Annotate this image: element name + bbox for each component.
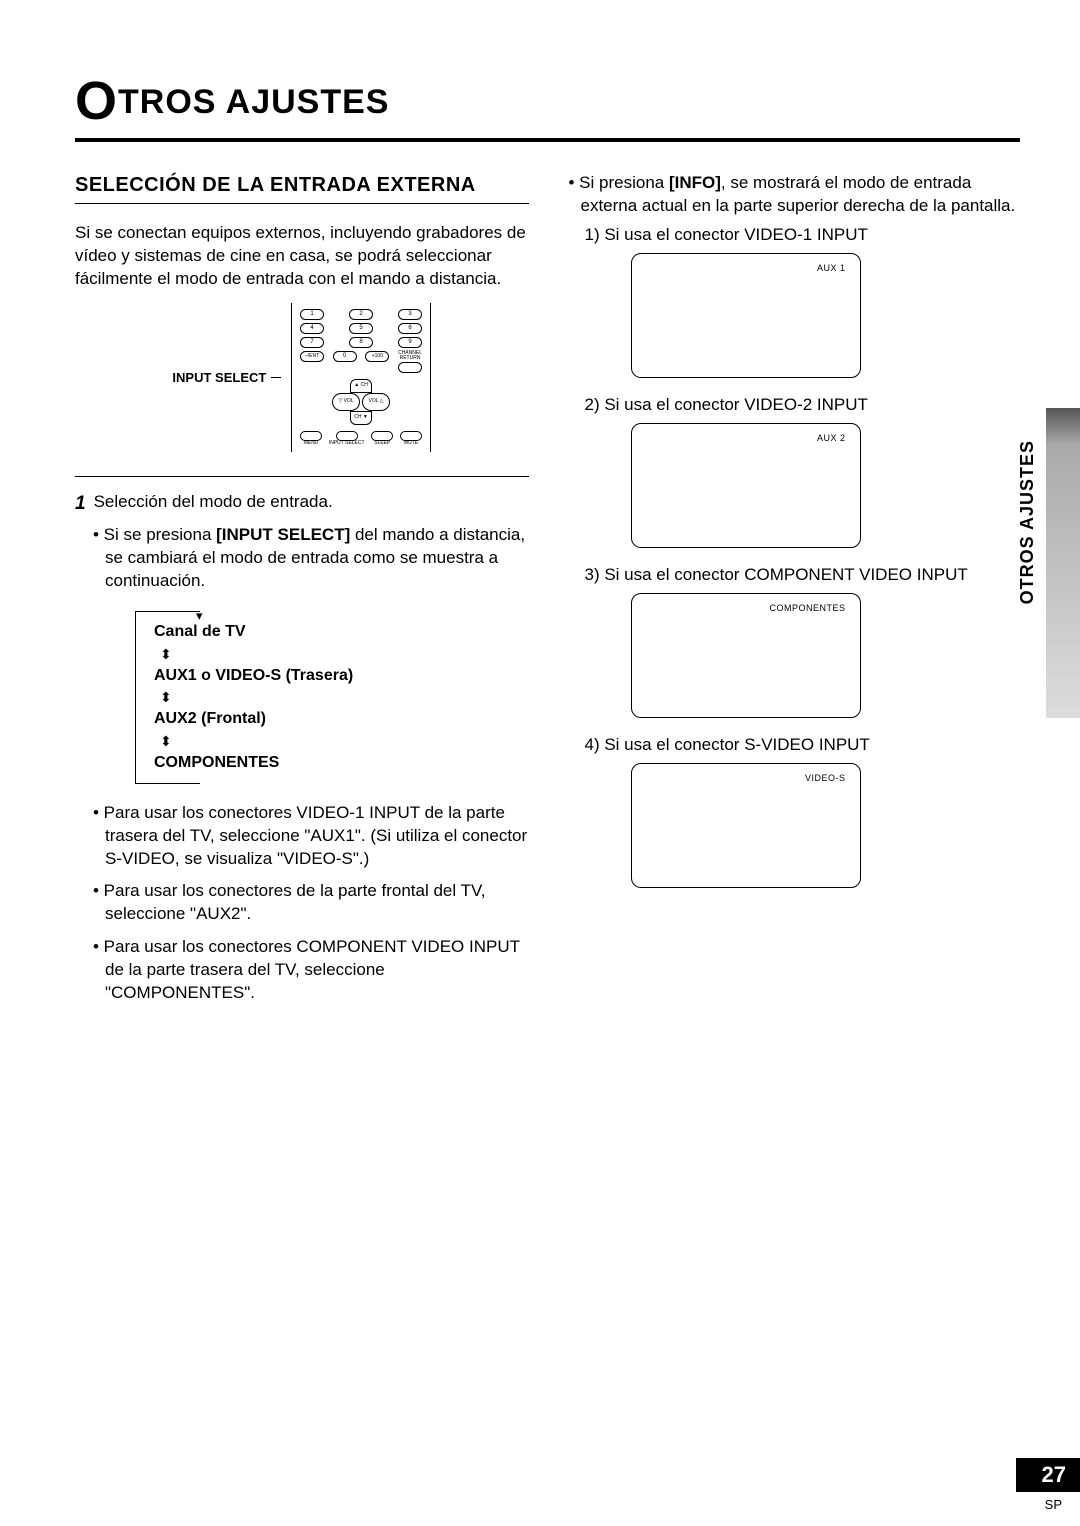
left-bullets: • Para usar los conectores VIDEO-1 INPUT… — [75, 802, 529, 1006]
mode-flow-diagram: ▾ Canal de TV ⬍ AUX1 o VIDEO-S (Trasera)… — [135, 611, 395, 783]
remote-key-ent: –/ENT — [300, 351, 324, 362]
chapter-initial: O — [75, 71, 118, 131]
left-bullet-1: • Para usar los conectores VIDEO-1 INPUT… — [93, 802, 529, 871]
remote-row-1: 1 2 3 — [300, 309, 422, 320]
case-4-label: 4) Si usa el conector S-VIDEO INPUT — [567, 734, 1021, 757]
remote-sleep-label: SLEEP — [371, 441, 393, 446]
two-column-layout: SELECCIÓN DE LA ENTRADA EXTERNA Si se co… — [75, 172, 1020, 1015]
remote-sleep: SLEEP — [371, 431, 393, 446]
remote-label-wrap: INPUT SELECT — [172, 366, 281, 389]
screen-aux1-label: AUX 1 — [817, 262, 846, 274]
remote-body: 1 2 3 4 5 6 7 8 9 –/ENT — [291, 303, 431, 452]
remote-key-7: 7 — [300, 337, 324, 348]
right-column: • Si presiona [INFO], se mostrará el mod… — [567, 172, 1021, 1015]
remote-input-select: INPUT SELECT — [329, 431, 365, 446]
flow-item-2: AUX1 o VIDEO-S (Trasera) — [136, 665, 395, 687]
info-bold: [INFO] — [669, 173, 721, 192]
input-select-pointer — [271, 377, 281, 378]
screen-svideo: VIDEO-S — [631, 763, 861, 888]
language-code: SP — [1045, 1497, 1062, 1512]
channel-return-btn — [398, 362, 422, 373]
info-bullet: • Si presiona [INFO], se mostrará el mod… — [567, 172, 1021, 218]
page-number: 27 — [1016, 1458, 1080, 1492]
case-1-label: 1) Si usa el conector VIDEO-1 INPUT — [567, 224, 1021, 247]
screen-component: COMPONENTES — [631, 593, 861, 718]
remote-key-plus100: +100 — [365, 351, 389, 362]
channel-return-label: CHANNEL RETURN — [398, 351, 422, 361]
remote-row-2: 4 5 6 — [300, 323, 422, 334]
flow-item-4: COMPONENTES — [136, 752, 395, 774]
section-heading: SELECCIÓN DE LA ENTRADA EXTERNA — [75, 172, 529, 204]
flow-top-arrow: ▾ — [196, 607, 203, 625]
step-1-bullet-text: • Si se presiona [INPUT SELECT] del mand… — [93, 524, 529, 593]
remote-navpad: ▲ CH ▽ VOL VOL △ CH ▼ — [300, 379, 422, 425]
flow-item-1: Canal de TV — [136, 621, 395, 643]
case-2-label: 2) Si usa el conector VIDEO-2 INPUT — [567, 394, 1021, 417]
navpad-right: VOL △ — [362, 393, 390, 411]
remote-channel-return: CHANNEL RETURN — [398, 351, 422, 373]
remote-bottom-row: MENU INPUT SELECT SLEEP MUTE — [300, 431, 422, 446]
remote-menu-label: MENU — [300, 441, 322, 446]
remote-key-5: 5 — [349, 323, 373, 334]
navpad-down: CH ▼ — [350, 411, 372, 425]
remote-input-select-label: INPUT SELECT — [329, 441, 365, 446]
chapter-rest: TROS AJUSTES — [118, 83, 389, 121]
input-select-label: INPUT SELECT — [172, 370, 266, 385]
navpad-left: ▽ VOL — [332, 393, 360, 411]
thin-rule — [75, 476, 529, 477]
screen-aux2-label: AUX 2 — [817, 432, 846, 444]
remote-key-6: 6 — [398, 323, 422, 334]
remote-menu: MENU — [300, 431, 322, 446]
step-1: 1 Selección del modo de entrada. — [75, 491, 529, 517]
remote-key-2: 2 — [349, 309, 373, 320]
chapter-title: OTROS AJUSTES — [75, 70, 1020, 132]
remote-key-8: 8 — [349, 337, 373, 348]
navpad-up: ▲ CH — [350, 379, 372, 393]
remote-row-3: 7 8 9 — [300, 337, 422, 348]
remote-key-4: 4 — [300, 323, 324, 334]
step-1-text: Selección del modo de entrada. — [94, 491, 333, 517]
step-1-bullet: • Si se presiona [INPUT SELECT] del mand… — [75, 524, 529, 593]
flow-arrow-2: ⬍ — [136, 690, 395, 704]
input-select-bold: [INPUT SELECT] — [216, 525, 350, 544]
remote-mute-label: MUTE — [400, 441, 422, 446]
remote-mute: MUTE — [400, 431, 422, 446]
flow-arrow-3: ⬍ — [136, 734, 395, 748]
step-1-number: 1 — [75, 491, 86, 517]
title-rule — [75, 138, 1020, 142]
remote-key-0: 0 — [333, 351, 357, 362]
left-column: SELECCIÓN DE LA ENTRADA EXTERNA Si se co… — [75, 172, 529, 1015]
navpad-mid: ▽ VOL VOL △ — [332, 393, 390, 411]
flow-arrow-1: ⬍ — [136, 647, 395, 661]
case-3-label: 3) Si usa el conector COMPONENT VIDEO IN… — [567, 564, 1021, 587]
intro-paragraph: Si se conectan equipos externos, incluye… — [75, 222, 529, 291]
left-bullet-2: • Para usar los conectores de la parte f… — [93, 880, 529, 926]
remote-diagram: INPUT SELECT 1 2 3 4 5 6 7 — [75, 303, 529, 452]
remote-key-9: 9 — [398, 337, 422, 348]
left-bullet-3: • Para usar los conectores COMPONENT VID… — [93, 936, 529, 1005]
flow-item-3: AUX2 (Frontal) — [136, 708, 395, 730]
screen-aux2: AUX 2 — [631, 423, 861, 548]
screen-svideo-label: VIDEO-S — [805, 772, 846, 784]
page-container: OTROS AJUSTES SELECCIÓN DE LA ENTRADA EX… — [0, 0, 1080, 1526]
remote-row-4: –/ENT 0 +100 CHANNEL RETURN — [300, 351, 422, 373]
remote-key-1: 1 — [300, 309, 324, 320]
remote-key-3: 3 — [398, 309, 422, 320]
screen-component-label: COMPONENTES — [769, 602, 845, 614]
screen-aux1: AUX 1 — [631, 253, 861, 378]
